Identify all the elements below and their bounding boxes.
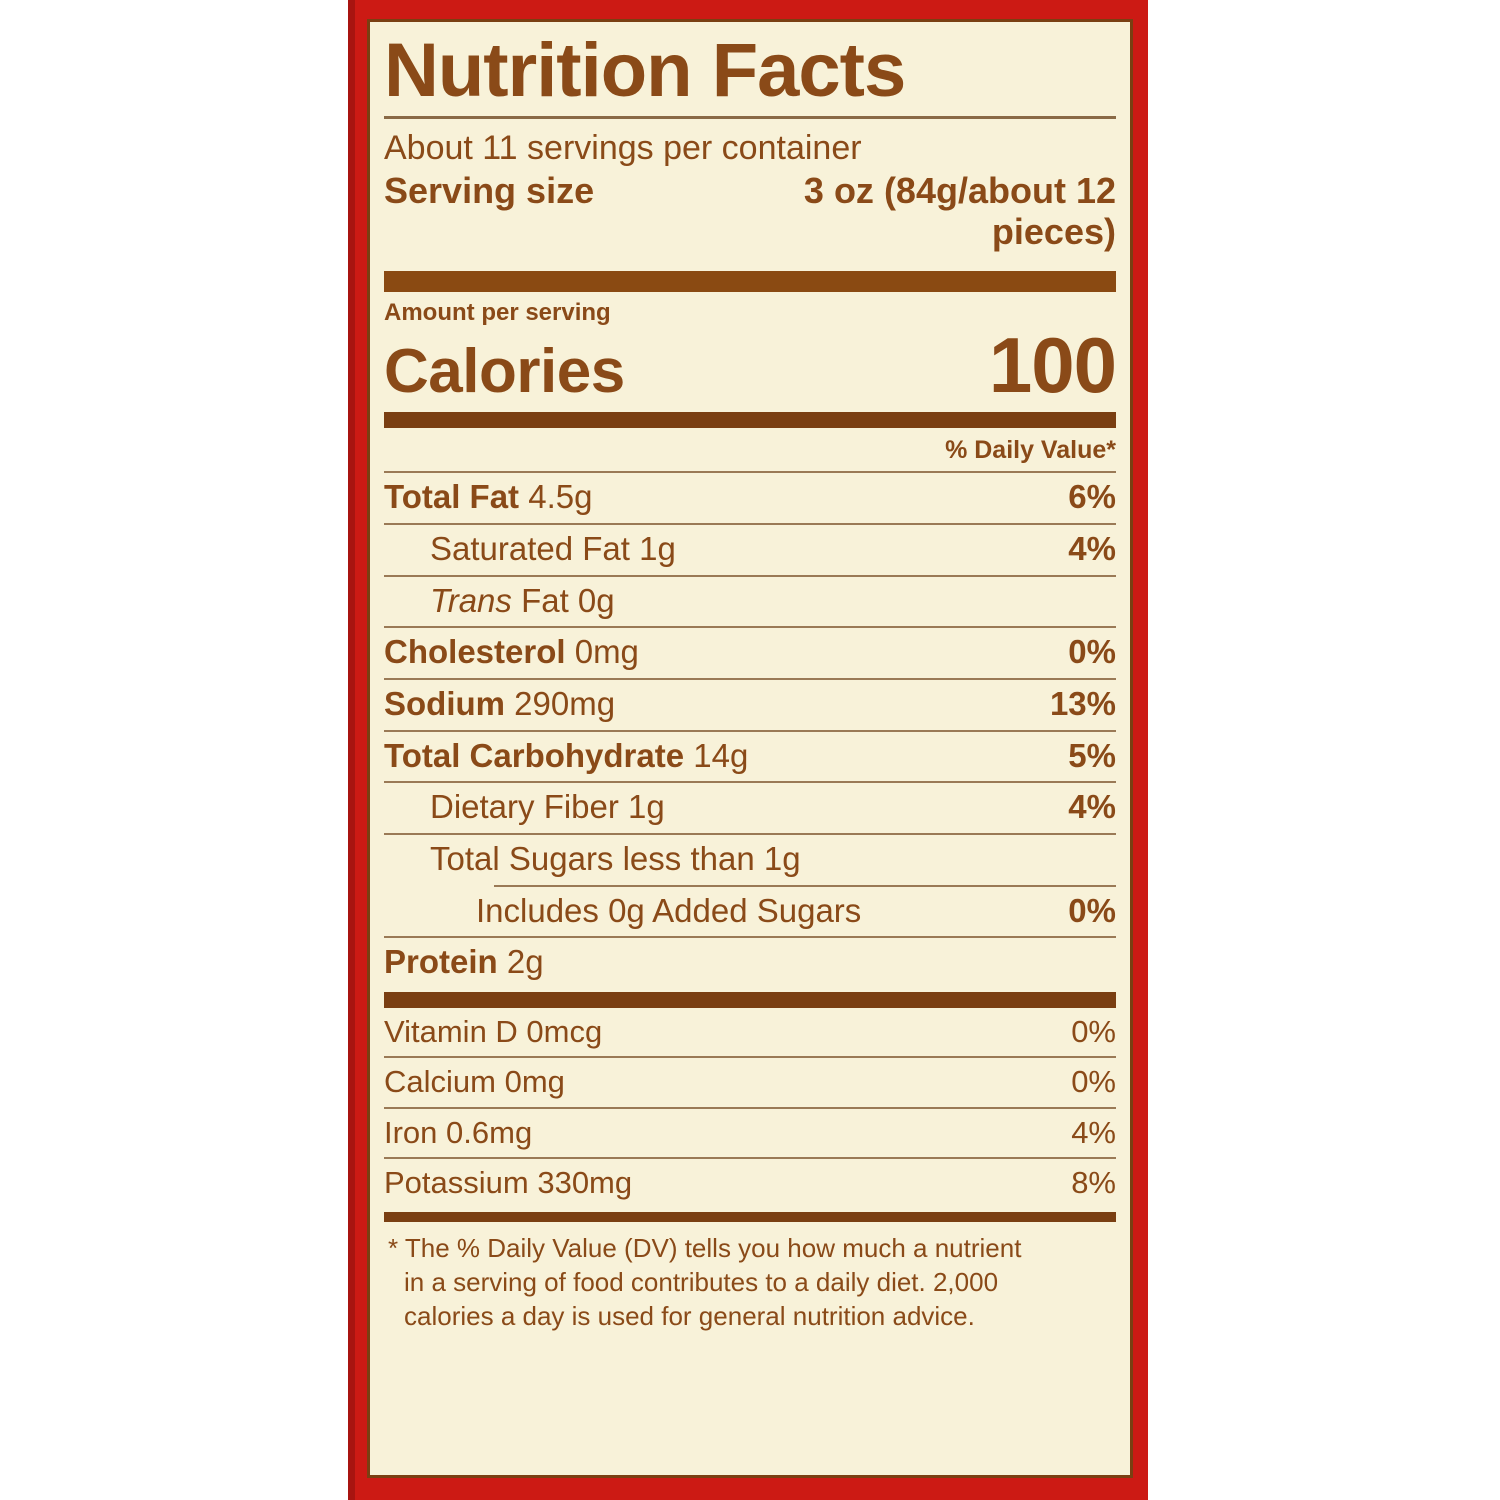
nutrient-name-amount: Includes 0g Added Sugars [476,891,862,929]
calories-thick-bar [384,412,1116,429]
micronutrient-row: Calcium 0mg 0% [384,1058,1116,1107]
nutrient-row-divider [384,678,1116,680]
nutrient-row-divider [384,523,1116,526]
nutrient-row-divider [384,574,1116,577]
protein-thick-bar [384,991,1116,1008]
nutrient-name-amount: Protein 2g [384,943,544,981]
nutrient-row-divider [384,781,1116,784]
serving-size-thick-bar [384,271,1116,293]
micronutrient-row-divider [384,1157,1116,1160]
nutrient-name-amount: Total Fat 4.5g [384,478,593,516]
micronutrient-name-amount: Potassium 330mg [384,1165,633,1201]
serving-size-row: Serving size 3 oz (84g/about 12 pieces) [384,168,1116,254]
amount-per-serving-label: Amount per serving [384,299,611,327]
micronutrient-row-divider [384,1056,1116,1059]
nutrient-name-amount: Saturated Fat 1g [430,530,676,568]
nutrient-row-divider [384,729,1116,732]
nutrient-name-amount: Total Sugars less than 1g [430,839,801,877]
nutrient-row-divider [384,936,1116,939]
nutrient-daily-value: 13% [1049,685,1116,722]
calories-value: 100 [988,321,1117,410]
nutrient-row: Cholesterol 0mg 0% [384,628,1116,678]
nutrient-row-divider [384,832,1116,835]
daily-value-footnote: * The % Daily Value (DV) tells you how m… [384,1222,1116,1333]
servings-per-container: About 11 servings per container [384,129,862,168]
micronutrient-daily-value: 0% [1071,1064,1116,1100]
micronutrient-daily-value: 0% [1071,1013,1116,1049]
nutrient-row: Protein 2g [384,938,1116,988]
nutrient-name-amount: Dietary Fiber 1g [430,788,665,826]
calories-row: Calories 100 [384,321,1117,410]
nutrient-name-amount: Sodium 290mg [384,685,616,722]
footnote-line-2: in a serving of food contributes to a da… [404,1266,999,1297]
micronutrient-name-amount: Calcium 0mg [384,1064,565,1100]
nutrient-daily-value: 4% [1068,530,1116,568]
nutrition-facts-panel: Nutrition Facts About 11 servings per co… [367,19,1133,1478]
nutrient-name-amount: Cholesterol 0mg [384,633,639,671]
nutrient-daily-value: 0% [1068,633,1116,671]
nutrient-row: Trans Fat 0g [384,577,1116,627]
nutrient-row: Sodium 290mg 13% [384,680,1116,730]
page-title: Nutrition Facts [384,28,906,113]
calories-label: Calories [384,337,625,407]
footnote-line-3: calories a day is used for general nutri… [404,1300,975,1331]
nutrient-row: Saturated Fat 1g 4% [384,525,1116,575]
nutrient-row-divider [494,884,1116,887]
nutrient-row: Total Carbohydrate 14g 5% [384,732,1116,782]
nutrient-list: Total Fat 4.5g 6% Saturated Fat 1g 4% Trans … [384,471,1116,987]
micronutrient-daily-value: 4% [1071,1114,1116,1150]
nutrient-row-divider [384,471,1116,474]
micronutrient-daily-value: 8% [1071,1165,1116,1201]
nutrient-daily-value: 5% [1068,736,1116,774]
nutrient-name-amount: Trans Fat 0g [430,581,615,619]
nutrient-daily-value: 6% [1068,478,1116,516]
micronutrient-name-amount: Iron 0.6mg [384,1114,533,1150]
micronutrient-list: Vitamin D 0mcg 0% Calcium 0mg 0% Iron 0.6mg 4… [384,1008,1116,1208]
nutrient-row-divider [384,626,1116,629]
nutrient-daily-value: 0% [1068,891,1116,929]
micronutrient-row-divider [384,1106,1116,1109]
daily-value-header: % Daily Value* [945,436,1116,465]
nutrient-name-amount: Total Carbohydrate 14g [384,736,749,774]
nutrient-row: Dietary Fiber 1g 4% [384,783,1116,833]
micronutrient-row: Potassium 330mg 8% [384,1159,1116,1208]
nutrient-row: Includes 0g Added Sugars 0% [384,887,1116,937]
serving-size-label: Serving size [384,169,595,211]
footnote-divider [384,1212,1116,1223]
title-divider [384,116,1116,120]
micronutrient-row: Vitamin D 0mcg 0% [384,1008,1116,1057]
micronutrient-name-amount: Vitamin D 0mcg [384,1013,603,1049]
footnote-line-1: * The % Daily Value (DV) tells you how m… [388,1233,1022,1264]
nutrient-row: Total Fat 4.5g 6% [384,473,1116,523]
serving-size-value: 3 oz (84g/about 12 pieces) [803,169,1116,253]
nutrient-daily-value: 4% [1068,788,1116,826]
micronutrient-row: Iron 0.6mg 4% [384,1109,1116,1158]
nutrient-row: Total Sugars less than 1g [384,835,1116,885]
